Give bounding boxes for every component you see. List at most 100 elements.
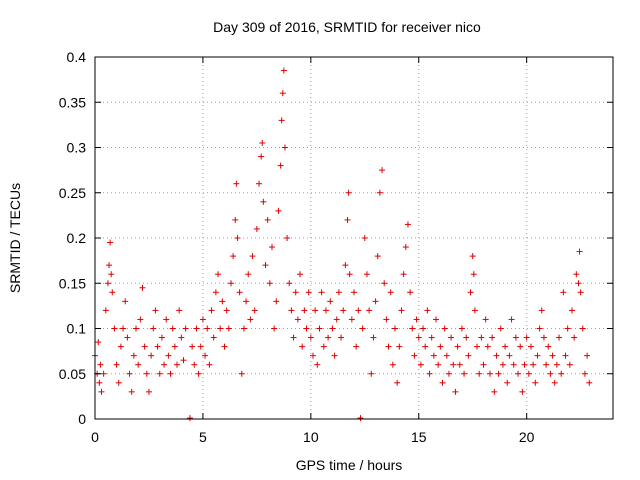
data-point <box>284 235 291 241</box>
data-point <box>385 343 392 350</box>
data-point <box>422 343 429 350</box>
data-point <box>508 316 515 323</box>
data-point <box>456 361 463 368</box>
data-point <box>117 343 124 350</box>
data-point <box>345 189 352 196</box>
data-point <box>348 316 355 323</box>
data-point <box>392 325 399 332</box>
data-point <box>176 307 183 314</box>
data-point <box>262 262 269 269</box>
data-point <box>357 415 364 422</box>
data-point <box>576 248 583 255</box>
data-point <box>495 370 502 377</box>
data-point <box>247 316 254 323</box>
data-point <box>219 298 226 305</box>
data-point <box>581 370 588 377</box>
data-point <box>113 361 120 368</box>
data-point <box>303 325 310 332</box>
data-point <box>471 307 478 314</box>
data-point <box>396 343 403 350</box>
data-point <box>165 352 172 359</box>
data-point <box>139 284 146 291</box>
x-tick-label: 20 <box>519 429 535 445</box>
data-point <box>335 289 342 296</box>
data-point <box>109 289 116 296</box>
data-point <box>243 298 250 305</box>
data-point <box>189 343 196 350</box>
data-point <box>233 180 240 187</box>
data-point <box>402 244 409 251</box>
data-point <box>433 316 440 323</box>
data-point <box>372 298 379 305</box>
data-point <box>329 325 336 332</box>
data-point <box>519 388 526 395</box>
data-point <box>107 239 114 246</box>
data-point <box>232 216 239 223</box>
y-tick-label: 0.2 <box>67 230 87 246</box>
data-point <box>309 352 316 359</box>
data-point <box>331 352 338 359</box>
data-points <box>92 67 593 422</box>
data-point <box>171 343 178 350</box>
data-point <box>478 334 485 341</box>
data-point <box>452 388 459 395</box>
y-tick-label: 0.35 <box>59 94 86 110</box>
data-point <box>333 316 340 323</box>
data-point <box>499 361 506 368</box>
data-point <box>167 370 174 377</box>
data-point <box>169 325 176 332</box>
data-point <box>543 361 550 368</box>
data-point <box>195 370 202 377</box>
data-point <box>180 357 187 364</box>
data-point <box>312 307 319 314</box>
data-point <box>383 316 390 323</box>
data-point <box>342 262 349 269</box>
data-point <box>553 361 560 368</box>
data-point <box>280 67 287 74</box>
data-point <box>100 370 107 377</box>
data-point <box>316 325 323 332</box>
data-point <box>97 361 104 368</box>
y-tick-label: 0.1 <box>67 321 87 337</box>
data-point <box>286 280 293 287</box>
data-point <box>266 280 273 287</box>
data-point <box>424 307 431 314</box>
data-point <box>204 325 211 332</box>
data-point <box>236 289 243 296</box>
data-point <box>156 370 163 377</box>
data-point <box>512 334 519 341</box>
data-point <box>523 334 530 341</box>
data-point <box>558 370 565 377</box>
data-point <box>174 361 181 368</box>
data-point <box>368 370 375 377</box>
data-point <box>394 379 401 386</box>
data-point <box>193 325 200 332</box>
data-point <box>571 334 578 341</box>
data-point <box>450 361 457 368</box>
data-point <box>430 352 437 359</box>
data-point <box>275 207 282 214</box>
data-point <box>234 235 241 241</box>
data-point <box>202 352 209 359</box>
data-point <box>199 316 206 323</box>
data-point <box>441 325 448 332</box>
data-point <box>292 289 299 296</box>
data-point <box>152 307 159 314</box>
data-point <box>504 379 511 386</box>
data-point <box>278 117 285 124</box>
data-point <box>413 316 420 323</box>
data-point <box>120 325 127 332</box>
data-point <box>476 370 483 377</box>
y-tick-label: 0 <box>78 411 86 427</box>
data-point <box>111 325 118 332</box>
data-point <box>227 280 234 287</box>
data-point <box>126 370 133 377</box>
data-point <box>463 334 470 341</box>
data-point <box>417 361 424 368</box>
data-point <box>536 325 543 332</box>
data-point <box>411 352 418 359</box>
data-point <box>320 343 327 350</box>
data-point <box>387 289 394 296</box>
data-point <box>532 379 539 386</box>
